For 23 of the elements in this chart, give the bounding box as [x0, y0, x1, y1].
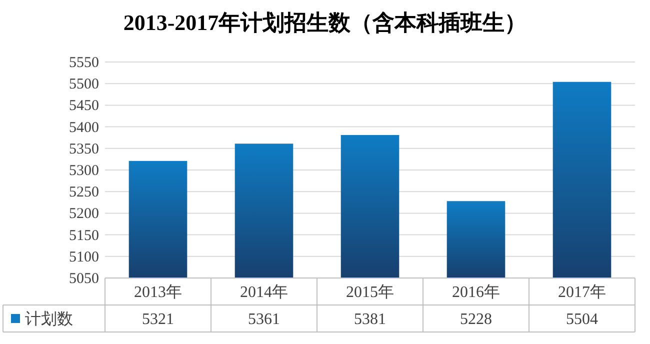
y-tick-label: 5400 — [69, 120, 99, 136]
chart-title: 2013-2017年计划招生数（含本科插班生） — [123, 10, 527, 35]
y-tick-label: 5200 — [69, 206, 99, 222]
x-tick-label: 2017年 — [558, 284, 606, 301]
x-tick-label: 2016年 — [452, 284, 500, 301]
data-label: 5504 — [566, 311, 598, 328]
y-tick-label: 5150 — [69, 228, 99, 244]
data-label: 5381 — [354, 311, 386, 328]
y-tick-label: 5300 — [69, 163, 99, 179]
y-tick-label: 5100 — [69, 249, 99, 266]
y-tick-label: 5050 — [69, 271, 99, 287]
x-tick-label: 2015年 — [346, 284, 394, 301]
y-tick-label: 5550 — [69, 55, 99, 71]
data-label: 5361 — [248, 311, 280, 328]
x-tick-label: 2014年 — [240, 284, 288, 301]
y-tick-label: 5250 — [69, 184, 99, 201]
legend-label: 计划数 — [25, 310, 73, 328]
data-label: 5321 — [142, 311, 174, 328]
y-tick-label: 5450 — [69, 98, 99, 114]
data-label: 5228 — [460, 311, 492, 328]
y-tick-label: 5500 — [69, 76, 99, 93]
y-tick-label: 5350 — [69, 141, 99, 158]
x-tick-label: 2013年 — [134, 284, 182, 301]
